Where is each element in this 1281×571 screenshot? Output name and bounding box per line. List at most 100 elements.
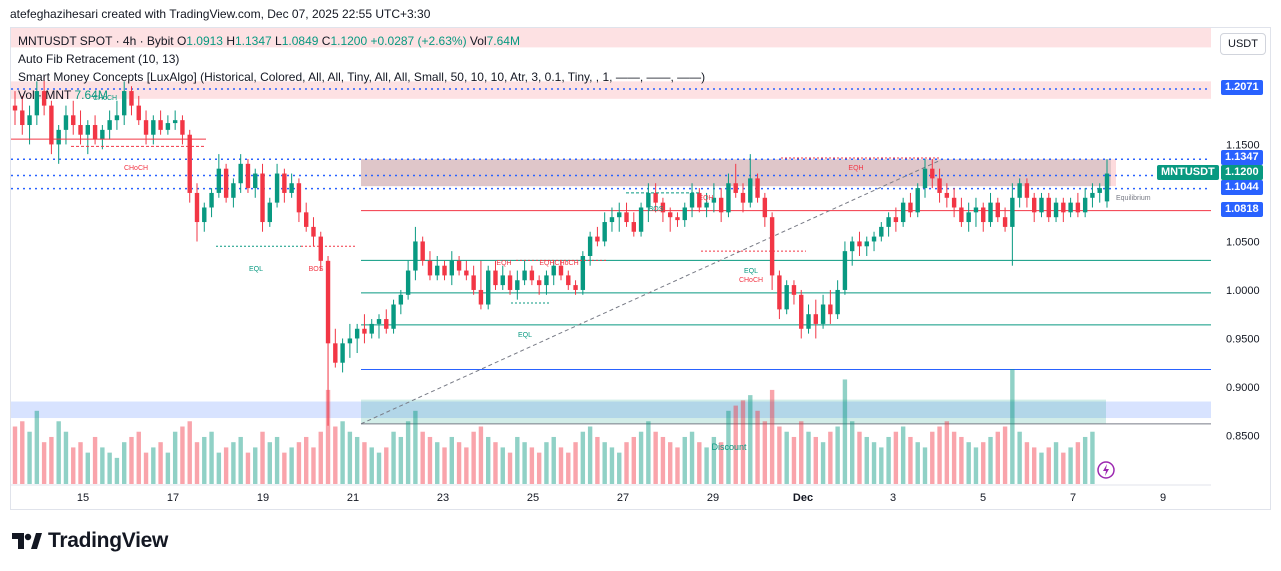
candle-body	[209, 192, 214, 208]
volume-bar	[478, 426, 484, 484]
candle-body	[697, 192, 702, 208]
candle-body	[41, 91, 47, 106]
volume-bar	[384, 447, 389, 484]
candle-body	[500, 275, 505, 286]
candle-body	[973, 207, 979, 213]
candle-body	[151, 120, 156, 135]
price-tag-high[interactable]: 1.1347	[1221, 150, 1263, 166]
volume-bar	[930, 431, 935, 484]
volume-bar	[951, 431, 957, 484]
legend-symbol[interactable]: MNTUSDT SPOT · 4h · Bybit	[18, 34, 174, 48]
price-tick-label: 0.9500	[1226, 333, 1260, 345]
candle-body	[609, 217, 615, 223]
volume-bar	[158, 442, 163, 484]
volume-bar	[762, 421, 768, 484]
candle-body	[857, 241, 862, 247]
volume-bar	[435, 442, 440, 484]
bos-mid-label: BOS	[649, 206, 664, 213]
legend-indicator-fib[interactable]: Auto Fib Retracement (10, 13)	[18, 52, 180, 66]
volume-bar	[296, 442, 302, 484]
volume-bar	[908, 436, 913, 484]
price-chart[interactable]: CHoCH CHoCH EQL BOS EQH EQH BOS EQH EQHCHoCH EQL E…	[11, 28, 1272, 511]
candle-body	[828, 304, 833, 315]
volume-bar	[631, 436, 636, 484]
volume-bar	[63, 431, 69, 484]
volume-bar	[427, 436, 433, 484]
candle-body	[376, 319, 382, 324]
candle-body	[100, 129, 105, 140]
price-tag-1-2071[interactable]: 1.2071	[1221, 80, 1263, 96]
currency-button[interactable]: USDT	[1220, 33, 1266, 55]
discount-label: Discount	[711, 442, 747, 452]
volume-bar	[580, 431, 586, 484]
legend-change: +0.0287 (+2.63%)	[370, 34, 467, 48]
eql-left-label: EQL	[249, 266, 263, 273]
volume-bar	[697, 442, 702, 484]
candle-body	[711, 197, 717, 203]
volume-bar	[646, 421, 651, 484]
candle-body	[304, 212, 309, 227]
eql-mid2-label: EQL	[744, 268, 758, 275]
equilibrium-label: Equilibrium	[1116, 195, 1151, 202]
volume-bar	[595, 436, 600, 484]
volume-bar	[1032, 447, 1037, 484]
volume-bar	[718, 442, 724, 484]
time-tick-label: 9	[1160, 492, 1166, 504]
candle-body	[769, 217, 775, 276]
legend-low: L1.0849	[275, 34, 319, 48]
volume-bar	[180, 426, 185, 484]
volume-bar	[49, 436, 54, 484]
tradingview-logo[interactable]: TradingView	[12, 529, 168, 553]
candle-body	[777, 275, 782, 310]
symbol-tag[interactable]: MNTUSDT	[1157, 164, 1219, 180]
candle-body	[930, 168, 935, 179]
candle-body	[551, 265, 556, 276]
candle-body	[216, 168, 222, 193]
fib-trend-line	[360, 159, 942, 425]
price-tag-1-0818[interactable]: 1.0818	[1221, 201, 1263, 217]
volume-bar	[668, 442, 673, 484]
volume-bar	[114, 457, 120, 484]
candle-body	[733, 183, 738, 193]
volume-bar	[507, 452, 513, 484]
price-tag-1-1044[interactable]: 1.1044	[1221, 179, 1263, 195]
choch-mid-label: CHoCH	[739, 277, 763, 284]
candle-body	[660, 202, 666, 213]
candle-body	[726, 183, 731, 213]
candle-body	[675, 217, 680, 221]
candle-body	[784, 285, 789, 310]
volume-bar	[682, 436, 687, 484]
candle-body	[1024, 183, 1030, 198]
candle-body	[435, 265, 440, 276]
candle-body	[340, 343, 345, 363]
volume-bar	[194, 442, 200, 484]
candle-body	[129, 91, 134, 106]
candle-body	[49, 105, 54, 145]
candle-body	[995, 202, 1000, 218]
candle-body	[748, 178, 753, 203]
volume-bar	[959, 436, 964, 484]
candle-body	[12, 105, 18, 111]
candle-body	[580, 256, 586, 290]
time-tick-label: Dec	[793, 492, 813, 504]
current-price-tag[interactable]: 1.1200	[1221, 164, 1263, 180]
volume-bar	[318, 431, 323, 484]
legend-indicator-smc[interactable]: Smart Money Concepts [LuxAlgo] (Historic…	[18, 70, 706, 84]
candle-body	[238, 163, 243, 184]
chart-frame[interactable]: CHoCH CHoCH EQL BOS EQH EQH BOS EQH EQHCHoCH EQL E…	[10, 27, 1271, 510]
volume-bar	[209, 431, 214, 484]
candle-body	[638, 207, 644, 232]
candle-body	[573, 285, 578, 290]
candle-body	[602, 222, 607, 242]
volume-bar	[536, 452, 542, 484]
candle-body	[420, 241, 425, 261]
candle-body	[223, 168, 229, 198]
volume-bar	[893, 431, 899, 484]
legend-indicator-vol[interactable]: Vol · MNT 7.64M	[18, 88, 108, 102]
candle-body	[988, 202, 993, 223]
volume-bar	[791, 436, 797, 484]
candle-body	[799, 294, 804, 329]
candle-body	[959, 207, 964, 223]
candle-body	[566, 275, 571, 286]
candle-body	[274, 173, 280, 203]
